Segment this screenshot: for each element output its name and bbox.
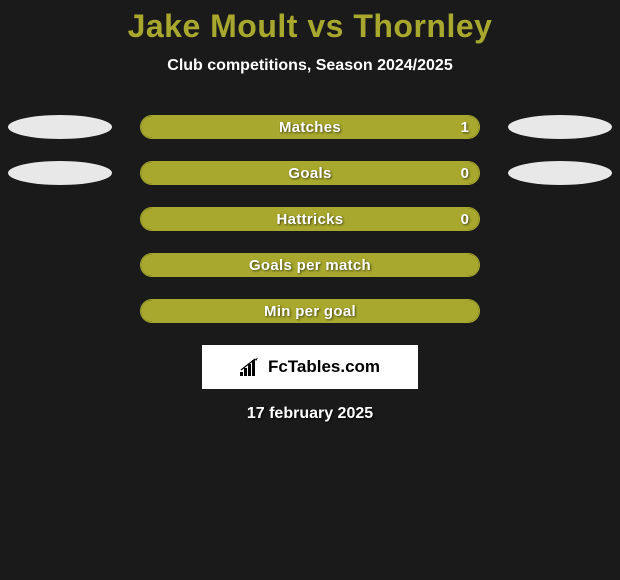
- stat-row: Goals 0: [0, 161, 620, 185]
- player-left-marker: [8, 161, 112, 185]
- stat-row: Goals per match: [0, 253, 620, 277]
- player-right-marker: [508, 161, 612, 185]
- stat-row: Min per goal: [0, 299, 620, 323]
- stats-list: Matches 1 Goals 0 Hattricks 0 Goals per match M…: [0, 115, 620, 323]
- season-subtitle: Club competitions, Season 2024/2025: [0, 57, 620, 75]
- stat-bar: Goals 0: [140, 161, 480, 185]
- branding-inner: FcTables.com: [240, 357, 380, 377]
- player-left-marker: [8, 115, 112, 139]
- stat-bar: Min per goal: [140, 299, 480, 323]
- stat-label: Goals per match: [249, 257, 371, 274]
- stat-value-right: 0: [461, 165, 469, 182]
- stat-row: Matches 1: [0, 115, 620, 139]
- stat-row: Hattricks 0: [0, 207, 620, 231]
- stat-bar: Matches 1: [140, 115, 480, 139]
- branding-box[interactable]: FcTables.com: [202, 345, 418, 389]
- fctables-logo-icon: [240, 358, 262, 376]
- stat-value-right: 0: [461, 211, 469, 228]
- player-right-marker: [508, 115, 612, 139]
- stat-bar: Goals per match: [140, 253, 480, 277]
- snapshot-date: 17 february 2025: [0, 405, 620, 423]
- stat-value-right: 1: [461, 119, 469, 136]
- stat-label: Matches: [279, 119, 341, 136]
- page-title: Jake Moult vs Thornley: [0, 8, 620, 45]
- stat-bar: Hattricks 0: [140, 207, 480, 231]
- stat-label: Hattricks: [277, 211, 344, 228]
- stat-label: Goals: [288, 165, 331, 182]
- comparison-widget: Jake Moult vs Thornley Club competitions…: [0, 0, 620, 423]
- stat-label: Min per goal: [264, 303, 356, 320]
- branding-text: FcTables.com: [268, 357, 380, 377]
